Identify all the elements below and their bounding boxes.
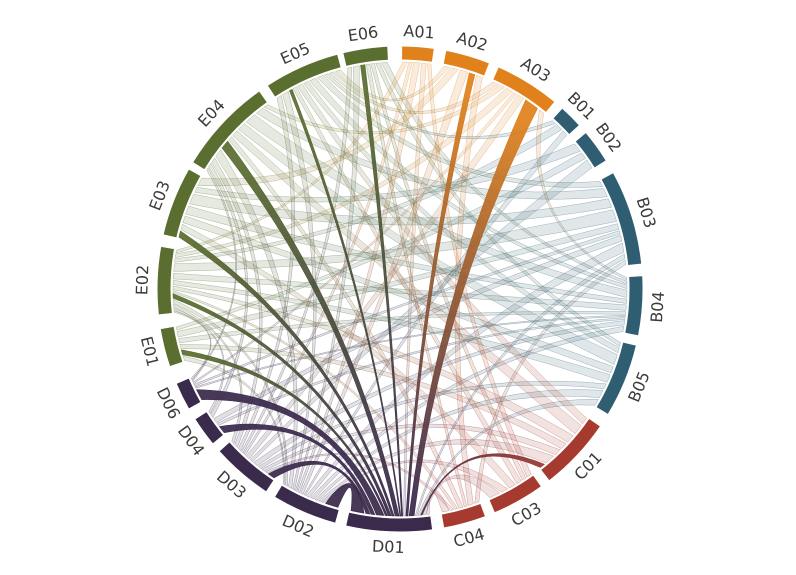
- arc-segment-A01: [401, 46, 434, 62]
- segment-label-A01: A01: [403, 21, 436, 42]
- chord-D06-E02: [173, 310, 212, 380]
- arc-segment-D06: [176, 378, 201, 409]
- chord-B04-D03: [253, 320, 626, 467]
- chord-D03-E04: [211, 157, 263, 448]
- arc-segment-A03: [493, 67, 555, 112]
- chord-B01-E05: [324, 73, 556, 140]
- arc-segment-C03: [489, 475, 541, 513]
- chord-C01-D03: [261, 423, 561, 472]
- chord-D02-E05: [282, 91, 317, 491]
- arc-segment-B03: [601, 173, 642, 266]
- chord-C03-E03: [180, 223, 516, 489]
- chord-B01-E02: [174, 124, 563, 263]
- arc-segment-D03: [219, 442, 274, 492]
- chord-C01-E01: [179, 343, 567, 449]
- segment-label-E05: E05: [277, 39, 313, 69]
- chord-C01-E04: [232, 130, 582, 435]
- chord-C04-D03: [264, 453, 454, 511]
- chord-A03-E04: [263, 84, 505, 135]
- chord-B03-D02: [306, 242, 625, 498]
- arc-segment-D01: [346, 512, 433, 532]
- chord-C01-D02: [318, 439, 555, 503]
- chord-B05-E02: [172, 280, 611, 383]
- chord-B03-E05: [316, 75, 604, 188]
- arc-segment-D02: [275, 485, 339, 523]
- chord-B05-E05: [303, 81, 620, 354]
- segment-label-B04: B04: [647, 291, 668, 324]
- segment-label-E06: E06: [347, 22, 380, 45]
- segment-label-C04: C04: [451, 524, 486, 551]
- chord-C04-E02: [172, 290, 459, 510]
- chord-B02-E01: [175, 152, 586, 331]
- chord-C03-D01: [422, 474, 501, 516]
- chord-A01-D03: [243, 61, 413, 456]
- chord-E01-D01: [180, 349, 388, 516]
- arc-segment-B04: [625, 276, 643, 336]
- chord-A03-D01: [408, 99, 538, 517]
- chord-E04-D01: [221, 140, 400, 517]
- segment-label-B05: B05: [624, 369, 653, 405]
- arc-segment-C04: [441, 503, 485, 528]
- chord-E05-D01: [289, 88, 402, 517]
- chord-E02-D01: [172, 293, 392, 517]
- chord-D04-E02: [173, 307, 225, 415]
- chord-D02-D01: [325, 483, 365, 514]
- chord-B04-E04: [245, 114, 628, 298]
- arc-segment-E03: [163, 169, 201, 238]
- segment-label-D06: D06: [153, 384, 184, 422]
- segment-label-B03: B03: [633, 195, 660, 231]
- chord-B03-D04: [213, 234, 623, 423]
- arc-segment-E01: [160, 326, 183, 366]
- arc-segment-B02: [575, 133, 606, 168]
- arc-segment-D04: [195, 412, 223, 444]
- chord-C01-E02: [172, 285, 574, 443]
- arc-segment-E05: [267, 54, 341, 97]
- chord-B05-E06: [375, 62, 621, 347]
- chord-E06-D01: [360, 64, 404, 517]
- arc-segment-B05: [596, 342, 636, 414]
- segment-label-D01: D01: [372, 537, 406, 557]
- chord-A02-D01: [405, 72, 476, 517]
- arc-segment-E02: [157, 246, 175, 315]
- chord-B04-E06: [381, 62, 628, 285]
- chord-B03-E02: [173, 209, 618, 272]
- chord-A03-E05: [328, 71, 499, 115]
- chord-C04-E04: [228, 136, 464, 509]
- chord-C03-D02: [321, 459, 509, 504]
- arc-segment-C01: [541, 418, 600, 481]
- chord-D03-D01: [267, 460, 371, 515]
- arc-segment-E06: [343, 46, 389, 66]
- chord-A03-E02: [174, 87, 513, 258]
- chord-D06-D01: [196, 389, 385, 516]
- segment-label-E03: E03: [145, 178, 174, 213]
- chord-E03-D01: [178, 230, 395, 517]
- arc-segment-E04: [193, 91, 267, 170]
- chord-D04-D01: [218, 423, 376, 516]
- arc-segment-A02: [443, 50, 489, 76]
- arc-segment-B01: [553, 108, 579, 135]
- chord-B05-E04: [238, 123, 618, 365]
- segment-label-E01: E01: [137, 334, 163, 368]
- segment-label-A02: A02: [454, 28, 489, 55]
- chord-C01-D01: [420, 453, 545, 516]
- segment-label-D02: D02: [279, 511, 317, 541]
- chord-C04-E06: [365, 63, 468, 508]
- segment-label-E02: E02: [132, 264, 152, 295]
- chord-B05-D03: [258, 380, 607, 469]
- chord-B03-E04: [255, 107, 608, 200]
